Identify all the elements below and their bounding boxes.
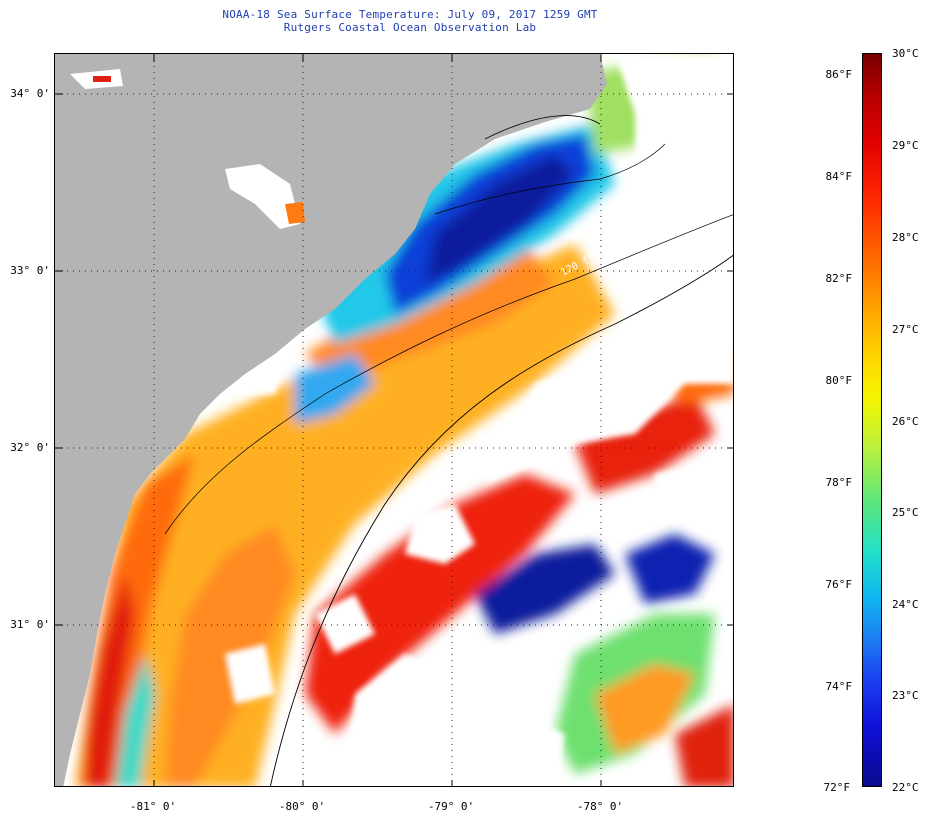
sst-map-svg: 120 ft 300 ft <box>55 54 733 786</box>
land-cloud-1-lake <box>93 76 111 82</box>
contour-120ft <box>164 214 733 535</box>
legend-c-28: 28°C <box>892 231 919 244</box>
cloud-cover <box>225 54 733 786</box>
cloud-5 <box>345 654 455 786</box>
cloud-3 <box>405 504 475 564</box>
cloud-7 <box>655 464 733 553</box>
sst-cold-eddy-east <box>625 534 715 604</box>
legend-f-86: 86°F <box>825 68 853 81</box>
legend-c-27: 27°C <box>892 323 919 336</box>
lake-marion <box>285 202 305 224</box>
axis-ticks <box>55 54 733 786</box>
legend-c-30: 30°C <box>892 47 919 60</box>
lon-label-81: -81° 0' <box>129 800 177 813</box>
map-subtitle: Rutgers Coastal Ocean Observation Lab <box>283 21 537 34</box>
coast-contour <box>484 115 601 140</box>
cloud-6 <box>455 714 565 786</box>
sst-shelf-warm <box>305 244 555 384</box>
sst-cool-patch <box>295 354 375 424</box>
sst-coastal-cool <box>115 654 155 786</box>
sst-upwelling-core <box>425 154 575 284</box>
cloud-1 <box>485 304 733 484</box>
legend-c-24: 24°C <box>892 598 919 611</box>
legend-c-25: 25°C <box>892 506 919 519</box>
cloud-4 <box>315 594 375 654</box>
lat-label-33: 33° 0' <box>10 264 50 277</box>
lon-label-79: -79° 0' <box>427 800 475 813</box>
legend-c-26: 26°C <box>892 415 919 428</box>
sst-se-hot <box>675 705 733 786</box>
land-mass <box>55 54 607 786</box>
legend-c-29: 29°C <box>892 139 919 152</box>
land-cloud-2 <box>225 164 300 229</box>
cloud-2 <box>615 54 733 283</box>
lon-label-80: -80° 0' <box>278 800 326 813</box>
legend-c-23: 23°C <box>892 689 919 702</box>
legend-f-78: 78°F <box>825 476 853 489</box>
lon-label-78: -78° 0' <box>576 800 624 813</box>
sst-mid-warm <box>595 664 695 754</box>
legend-f-84: 84°F <box>825 170 853 183</box>
sst-offshore-hot <box>305 474 575 734</box>
sst-map: 120 ft 300 ft <box>54 53 734 787</box>
contour-lines <box>164 115 733 786</box>
legend-f-76: 76°F <box>825 578 853 591</box>
map-title: NOAA-18 Sea Surface Temperature: July 09… <box>222 8 598 21</box>
sst-coastal-hot <box>85 574 135 786</box>
temperature-colorbar <box>862 53 882 787</box>
lat-label-31: 31° 0' <box>10 618 50 631</box>
sst-gulfstream-patch <box>575 394 715 494</box>
lat-label-32: 32° 0' <box>10 441 50 454</box>
cloud-9 <box>225 644 275 704</box>
legend-f-74: 74°F <box>825 680 853 693</box>
graticule <box>55 54 733 786</box>
legend-f-82: 82°F <box>825 272 853 285</box>
legend-f-72: 72°F <box>823 781 851 794</box>
legend-f-80: 80°F <box>825 374 853 387</box>
legend-c-22: 22°C <box>892 781 919 794</box>
contour-60ft <box>434 143 666 215</box>
land-clouds <box>70 69 305 229</box>
lat-label-34: 34° 0' <box>10 87 50 100</box>
contour-300ft <box>269 254 733 786</box>
sst-cold-eddy <box>475 544 615 634</box>
